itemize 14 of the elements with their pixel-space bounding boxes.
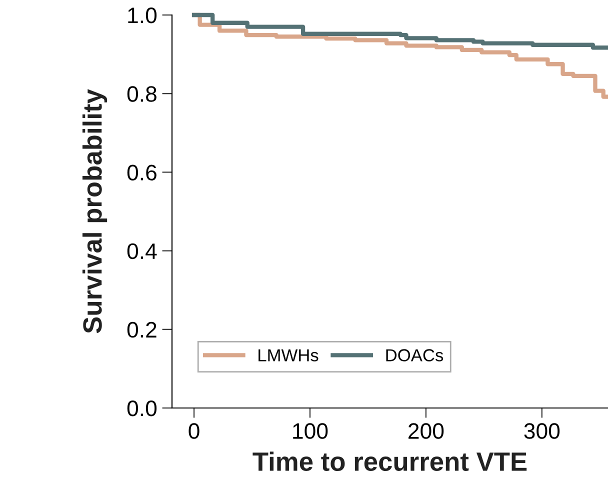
x-tick-label: 100 (293, 423, 328, 439)
x-tick-label: 0 (188, 423, 200, 439)
x-tick-label: 200 (408, 423, 444, 439)
y-tick-label: 0.6 (127, 164, 156, 180)
y-tick-label: 0.8 (127, 86, 156, 102)
x-axis-title: Time to recurrent VTE (252, 452, 527, 472)
y-tick-label: 0.4 (127, 243, 157, 260)
y-axis-title: Survival probability (82, 89, 108, 334)
y-tick-label: 1.0 (128, 8, 157, 24)
legend-label: DOACs (386, 349, 444, 362)
y-tick-label: 0.0 (127, 400, 157, 416)
legend-label: LMWHs (258, 349, 318, 362)
y-tick-label: 0.2 (127, 322, 156, 338)
x-tick-label: 300 (524, 423, 560, 439)
